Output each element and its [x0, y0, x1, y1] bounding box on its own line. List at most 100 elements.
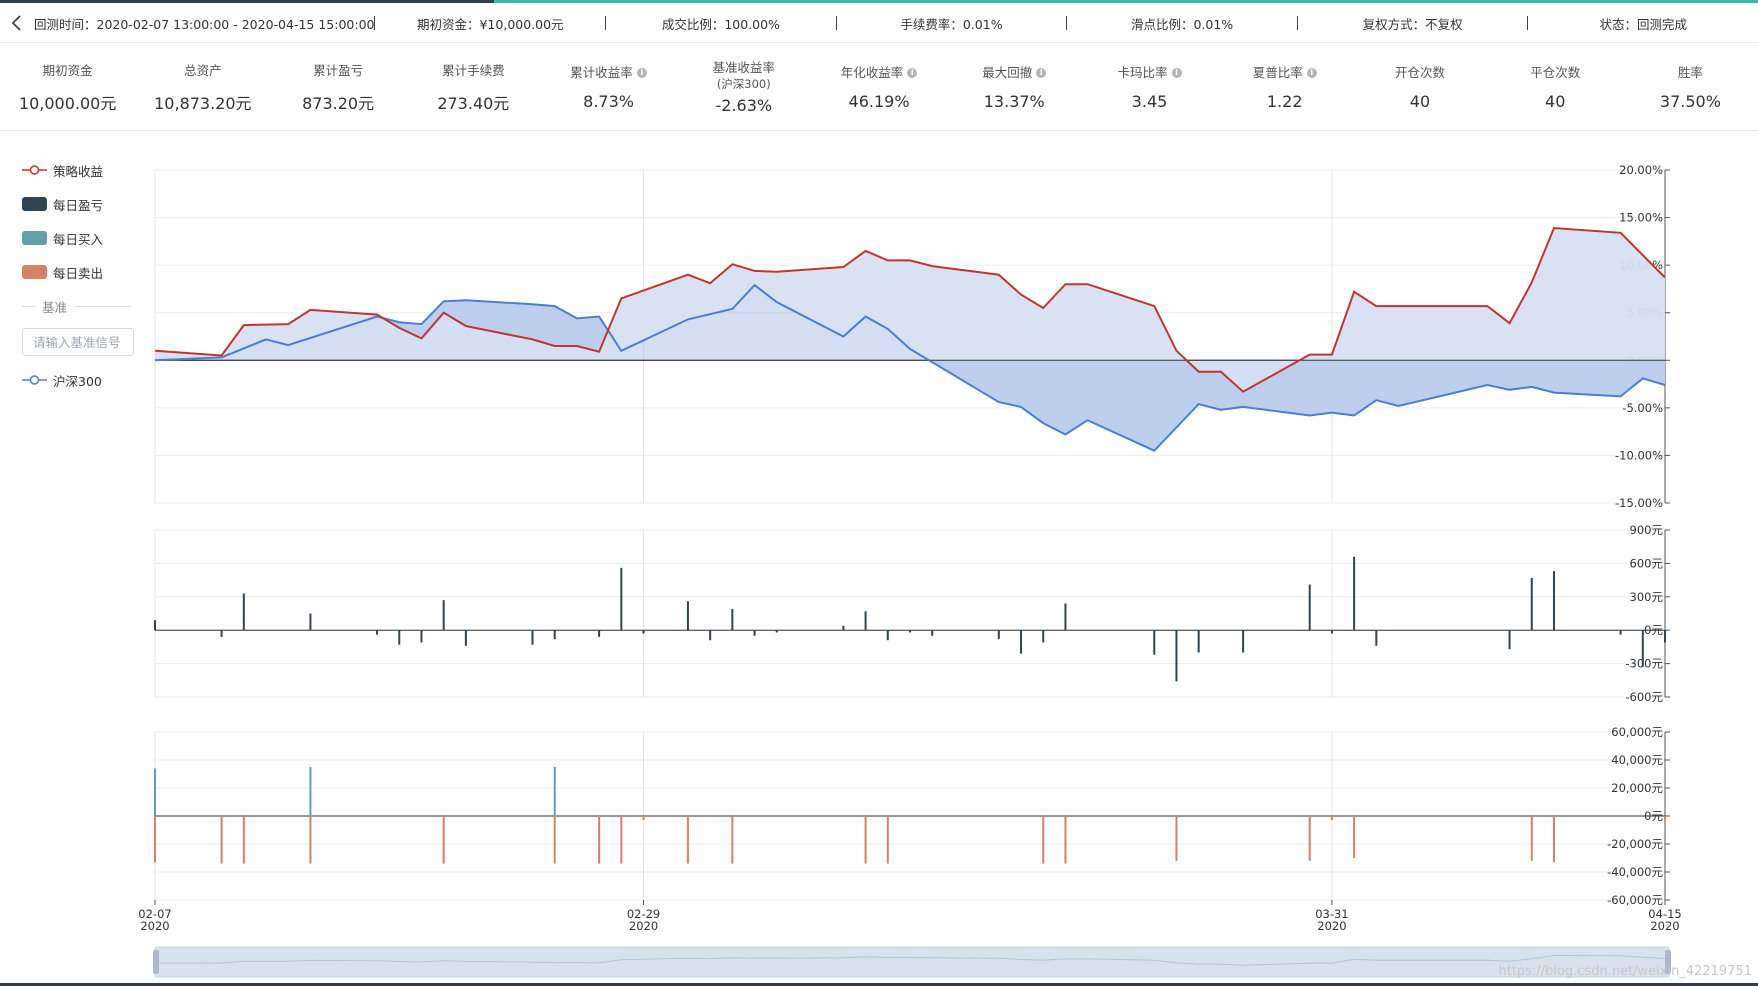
pnl-ytick-label: 900元 — [1630, 523, 1664, 537]
legend-label: 每日卖出 — [53, 265, 104, 281]
main-ytick-label: -15.00% — [1615, 496, 1663, 510]
stat-value: -2.63% — [715, 95, 773, 115]
divider — [1527, 16, 1529, 30]
stat-win-rate: 胜率 37.50% — [1623, 44, 1758, 130]
benchmark-line — [154, 283, 1666, 452]
benchmark-section: 基准 — [22, 296, 137, 316]
color-swatch-icon — [22, 197, 47, 211]
legend-daily-pnl[interactable]: 每日盈亏 — [22, 194, 137, 214]
legend-daily-buy[interactable]: 每日买入 — [22, 228, 137, 248]
stat-label: 总资产 — [184, 62, 222, 78]
xtick-label: 02-07 — [138, 907, 171, 921]
stat-value: 40 — [1409, 92, 1431, 111]
stat-value: 10,873.20元 — [154, 93, 252, 113]
stat-open-count: 开仓次数 40 — [1352, 44, 1487, 130]
pnl-ytick-label: -600元 — [1625, 690, 1663, 704]
adjust-mode-info: 复权方式：不复权 — [1362, 16, 1463, 32]
fee-rate-info: 手续费率：0.01% — [900, 16, 1003, 32]
legend-strategy-return[interactable]: 策略收益 — [22, 160, 137, 180]
stat-benchmark-return: 基准收益率 (沪深300) -2.63% — [676, 44, 811, 130]
divider — [22, 305, 36, 307]
legend-label: 沪深300 — [53, 373, 102, 389]
line-circle-icon — [22, 165, 47, 175]
xtick-year-label: 2020 — [629, 919, 658, 933]
trade-ytick-label: -40,000元 — [1607, 865, 1663, 879]
benchmark-section-label: 基准 — [42, 299, 68, 315]
strategy-line — [154, 226, 1666, 393]
stat-cumulative-fees: 累计手续费 273.40元 — [406, 44, 541, 130]
stat-label: 平仓次数 — [1530, 65, 1581, 80]
back-button[interactable] — [0, 4, 34, 42]
info-icon[interactable]: i — [1036, 68, 1047, 78]
chart-legend: 策略收益 每日盈亏 每日买入 每日卖出 基准 沪深300 — [22, 160, 137, 404]
divider — [75, 305, 132, 307]
stat-label: 胜率 — [1677, 65, 1703, 80]
stat-cumulative-pnl: 累计盈亏 873.20元 — [270, 44, 405, 130]
xtick-label: 04-15 — [1648, 907, 1681, 921]
xtick-label: 02-29 — [627, 907, 660, 921]
slippage-info: 滑点比例：0.01% — [1130, 16, 1234, 32]
xtick-year-label: 2020 — [140, 919, 169, 933]
stat-calmar-ratio: 卡玛比率 i 3.45 — [1082, 44, 1217, 130]
info-icon[interactable]: i — [1306, 68, 1317, 78]
pnl-ytick-label: 300元 — [1630, 590, 1664, 604]
stat-value: 8.73% — [583, 92, 634, 111]
trade-ytick-label: -20,000元 — [1607, 837, 1663, 851]
excess-return-area — [155, 228, 1665, 451]
active-tab-indicator — [0, 0, 494, 3]
benchmark-area — [155, 285, 1665, 451]
pnl-plot-frame — [154, 529, 1666, 698]
zoom-slider-preview — [154, 954, 1666, 966]
stats-panel: 期初资金 10,000.00元 总资产 10,873.20元 累计盈亏 873.… — [0, 44, 1758, 131]
initial-capital-info: 期初资金：¥10,000.00元 — [416, 16, 564, 32]
stat-label-text: 最大回撤 — [982, 65, 1033, 80]
zoom-slider-track — [154, 946, 1670, 978]
stat-cumulative-return: 累计收益率 i 8.73% — [541, 44, 676, 130]
chevron-left-icon — [11, 15, 21, 31]
stat-value: 13.37% — [983, 92, 1045, 111]
divider — [605, 16, 607, 30]
stat-value: 10,000.00元 — [18, 93, 117, 113]
trade-ytick-label: -60,000元 — [1607, 893, 1663, 907]
info-icon[interactable]: i — [907, 68, 918, 78]
stat-sublabel: (沪深300) — [716, 76, 771, 91]
main-ytick-label: 20.00% — [1619, 163, 1663, 177]
legend-daily-sell[interactable]: 每日卖出 — [22, 262, 137, 282]
color-swatch-icon — [22, 265, 47, 279]
stat-sharpe-ratio: 夏普比率 i 1.22 — [1217, 44, 1352, 130]
status-info: 状态：回测完成 — [1599, 16, 1687, 32]
legend-label: 每日盈亏 — [53, 197, 104, 213]
stat-annualized-return: 年化收益率 i 46.19% — [811, 44, 946, 130]
benchmark-signal-input[interactable] — [22, 328, 134, 356]
stat-value: 1.22 — [1266, 92, 1303, 111]
main-ytick-label: -10.00% — [1615, 448, 1663, 462]
watermark: https://blog.csdn.net/weixin_42219751 — [1498, 964, 1752, 979]
xtick-label: 03-31 — [1315, 907, 1348, 921]
xtick-year-label: 2020 — [1650, 919, 1679, 933]
fill-ratio-info: 成交比例：100.00% — [661, 16, 780, 32]
stat-label-text: 年化收益率 — [840, 65, 904, 80]
trade-ytick-label: 40,000元 — [1611, 753, 1663, 767]
pnl-ytick-label: 600元 — [1630, 556, 1664, 570]
stat-value: 3.45 — [1131, 92, 1168, 111]
stat-label-text: 夏普比率 — [1252, 65, 1303, 80]
trade-ytick-label: 20,000元 — [1611, 781, 1663, 795]
stat-label: 累计盈亏 — [313, 62, 364, 78]
stat-label: 卡玛比率 i — [1117, 63, 1182, 83]
zoom-handle-left — [153, 950, 159, 974]
stat-label: 累计手续费 — [442, 62, 505, 78]
stat-label: 累计收益率 i — [570, 63, 647, 83]
stat-value: 40 — [1545, 92, 1566, 111]
stat-initial-capital: 期初资金 10,000.00元 — [0, 44, 135, 130]
trade-ytick-label: 60,000元 — [1611, 725, 1663, 739]
divider — [835, 16, 837, 30]
stat-label: 最大回撤 i — [982, 63, 1047, 83]
legend-benchmark[interactable]: 沪深300 — [22, 370, 137, 390]
xtick-year-label: 2020 — [1317, 919, 1346, 933]
stat-label: 开仓次数 — [1394, 65, 1445, 80]
top-accent-bar — [0, 0, 1758, 3]
info-icon[interactable]: i — [636, 68, 647, 78]
stat-label-text: 累计收益率 — [570, 65, 633, 80]
info-icon[interactable]: i — [1171, 68, 1182, 78]
